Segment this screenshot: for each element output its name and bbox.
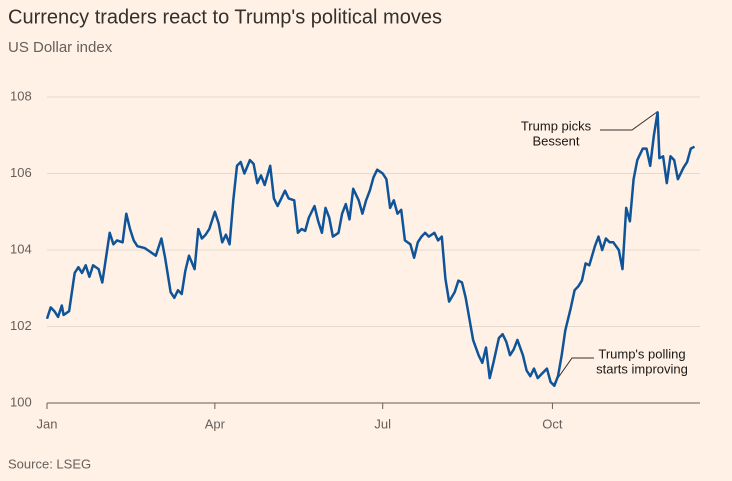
y-tick-label: 104 [10, 241, 32, 256]
x-tick-label: Oct [542, 416, 563, 431]
y-tick-label: 102 [10, 318, 32, 333]
chart-subtitle: US Dollar index [8, 39, 113, 56]
y-tick-label: 106 [10, 165, 32, 180]
source: Source: LSEG [8, 456, 91, 471]
y-tick-label: 108 [10, 88, 32, 103]
x-tick-label: Jul [374, 416, 391, 431]
annotation: Trump's polling [598, 346, 685, 361]
chart-title: Currency traders react to Trump's politi… [8, 6, 442, 28]
x-tick-label: Jan [37, 416, 58, 431]
annotation: Bessent [533, 133, 580, 148]
x-tick-label: Apr [205, 416, 226, 431]
y-tick-label: 100 [10, 394, 32, 409]
annotation: Trump picks [521, 118, 592, 133]
annotation: starts improving [596, 361, 688, 376]
leader-line [552, 357, 594, 386]
data-line [45, 111, 696, 388]
leader-line [600, 111, 658, 131]
